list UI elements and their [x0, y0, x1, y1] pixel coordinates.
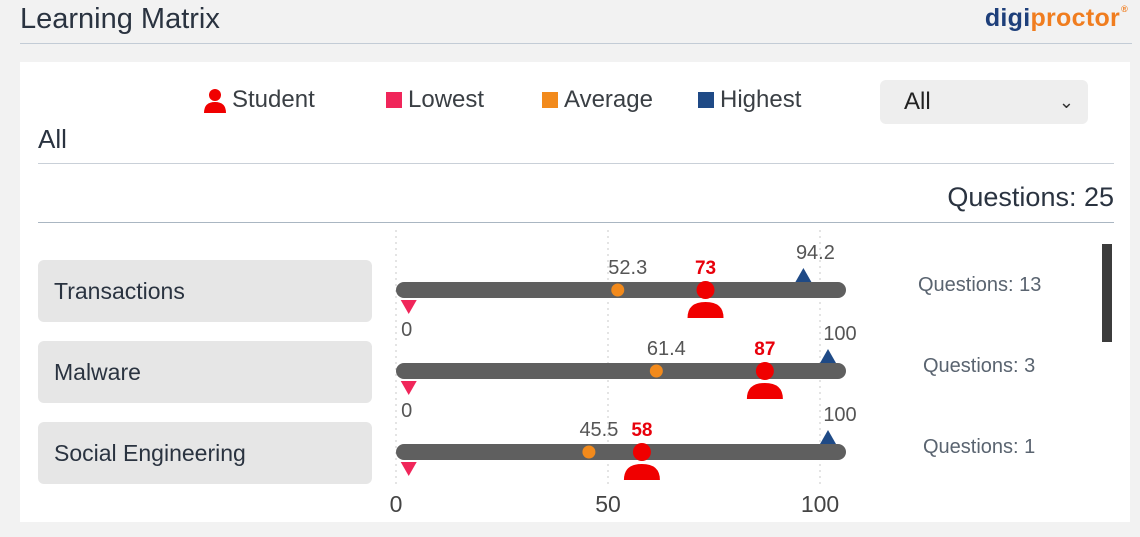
questions-total: Questions: 25 — [947, 182, 1114, 212]
student-marker-body — [746, 383, 783, 399]
student-icon — [204, 89, 226, 113]
lowest-value-label: 0 — [401, 319, 412, 341]
scrollbar-thumb[interactable] — [1102, 244, 1112, 342]
axis-tick-label: 100 — [801, 491, 839, 517]
student-marker-head — [696, 281, 715, 299]
legend-student: Student — [202, 86, 315, 114]
average-marker — [649, 364, 663, 378]
brand-mark: ® — [1121, 4, 1128, 14]
average-value-label: 61.4 — [647, 338, 686, 360]
questions-count: Questions: 3 — [923, 355, 1036, 377]
highest-marker — [820, 430, 836, 444]
highest-marker — [795, 268, 812, 282]
filter-select[interactable]: All ⌄ — [880, 80, 1088, 124]
lowest-marker — [400, 300, 417, 314]
title-divider — [20, 43, 1132, 44]
highest-swatch — [698, 92, 714, 108]
category-malware[interactable]: Malware — [38, 341, 372, 403]
student-marker-head — [755, 362, 774, 380]
learning-matrix-chart: 0 52.3 94.2 73 0 61.4 100 87 45.5 100 58 0 50 100 — [390, 230, 857, 517]
student-score-label: 87 — [754, 339, 775, 360]
legend-highest-label: Highest — [720, 86, 802, 113]
legend-highest: Highest — [698, 86, 801, 114]
student-marker-body — [687, 302, 724, 318]
category-transactions[interactable]: Transactions — [38, 260, 372, 322]
questions-count: Questions: 13 — [918, 274, 1042, 296]
student-marker-head — [632, 443, 651, 461]
page-title: Learning Matrix — [20, 3, 220, 35]
divider — [38, 163, 1114, 164]
questions-count: Questions: 1 — [923, 436, 1036, 458]
legend-lowest-label: Lowest — [408, 86, 485, 113]
legend-student-label: Student — [232, 86, 315, 113]
average-swatch — [542, 92, 558, 108]
brand-logo: digiproctor® — [985, 4, 1128, 33]
axis-tick-label: 50 — [595, 491, 621, 517]
highest-value-label: 100 — [823, 404, 856, 426]
matrix-panel: Student Lowest Average Highest All ⌄ All… — [20, 62, 1130, 522]
average-value-label: 52.3 — [608, 257, 647, 279]
highest-value-label: 100 — [823, 323, 856, 345]
legend-average: Average — [542, 86, 653, 114]
filter-select-value: All — [904, 88, 931, 115]
lowest-swatch — [386, 92, 402, 108]
lowest-marker — [400, 462, 417, 476]
legend-average-label: Average — [564, 86, 653, 113]
chevron-down-icon: ⌄ — [1058, 92, 1074, 112]
divider — [38, 222, 1114, 223]
brand-part-1: digi — [984, 4, 1031, 32]
student-score-label: 58 — [631, 420, 652, 441]
axis-tick-label: 0 — [390, 491, 403, 517]
student-marker-body — [623, 464, 660, 480]
highest-value-label: 94.2 — [796, 242, 835, 264]
lowest-marker — [400, 381, 417, 395]
legend-lowest: Lowest — [386, 86, 484, 114]
category-social-engineering[interactable]: Social Engineering — [38, 422, 372, 484]
average-marker — [611, 283, 625, 297]
brand-part-2: proctor — [1030, 4, 1121, 32]
highest-marker — [820, 349, 836, 363]
student-score-label: 73 — [695, 258, 716, 279]
section-subtitle: All — [38, 124, 67, 154]
average-marker — [582, 445, 596, 459]
lowest-value-label: 0 — [401, 400, 412, 422]
average-value-label: 45.5 — [579, 419, 618, 441]
